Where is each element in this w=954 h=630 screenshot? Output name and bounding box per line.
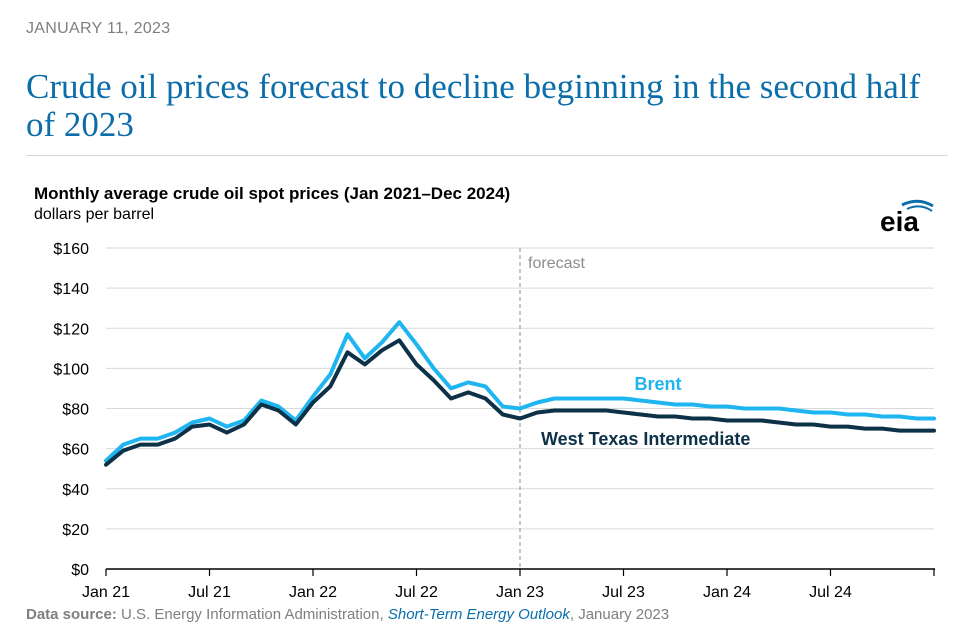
- y-tick-label: $160: [53, 241, 89, 258]
- y-tick-label: $100: [53, 361, 89, 378]
- series-labels: Brent West Texas Intermediate: [541, 374, 750, 449]
- y-tick-label: $0: [71, 562, 89, 579]
- forecast-label: forecast: [528, 255, 585, 272]
- wti-label: West Texas Intermediate: [541, 429, 750, 449]
- forecast-region: forecast: [519, 248, 585, 569]
- y-tick-label: $80: [62, 402, 89, 419]
- chart-units-label: dollars per barrel: [34, 206, 155, 223]
- divider: [26, 155, 948, 156]
- x-tick-label: Jan 23: [496, 584, 544, 601]
- y-tick-label: $20: [62, 522, 89, 539]
- x-tick-label: Jan 21: [82, 584, 130, 601]
- x-tick-label: Jan 22: [289, 584, 337, 601]
- y-tick-label: $40: [62, 482, 89, 499]
- data-source-publication: Short-Term Energy Outlook: [387, 606, 570, 623]
- brent-line: [104, 320, 936, 463]
- y-tick-label: $140: [53, 281, 89, 298]
- series-lines: [104, 320, 936, 467]
- data-source-label: Data source:: [26, 606, 117, 623]
- x-tick-label: Jul 22: [395, 584, 438, 601]
- data-source-note: Data source: U.S. Energy Information Adm…: [26, 606, 669, 623]
- y-tick-label: $60: [62, 442, 89, 459]
- x-tick-label: Jul 24: [809, 584, 852, 601]
- data-source-agency: U.S. Energy Information Administration,: [121, 606, 384, 623]
- publication-date: JANUARY 11, 2023: [26, 20, 171, 37]
- headline: Crude oil prices forecast to decline beg…: [26, 67, 921, 144]
- data-source-date: , January 2023: [569, 606, 670, 623]
- axes: $0 $20 $40 $60 $80 $100 $120 $140 $160 Jan 21 Jul …: [53, 241, 935, 601]
- wti-line: [104, 338, 936, 467]
- logo-text: eia: [880, 206, 919, 236]
- x-tick-label: Jan 24: [703, 584, 751, 601]
- y-tick-label: $120: [53, 321, 89, 338]
- eia-logo-icon: eia: [880, 199, 934, 236]
- chart-title: Monthly average crude oil spot prices (J…: [34, 184, 511, 203]
- brent-label: Brent: [634, 374, 681, 394]
- x-tick-label: Jul 21: [188, 584, 231, 601]
- x-tick-label: Jul 23: [602, 584, 645, 601]
